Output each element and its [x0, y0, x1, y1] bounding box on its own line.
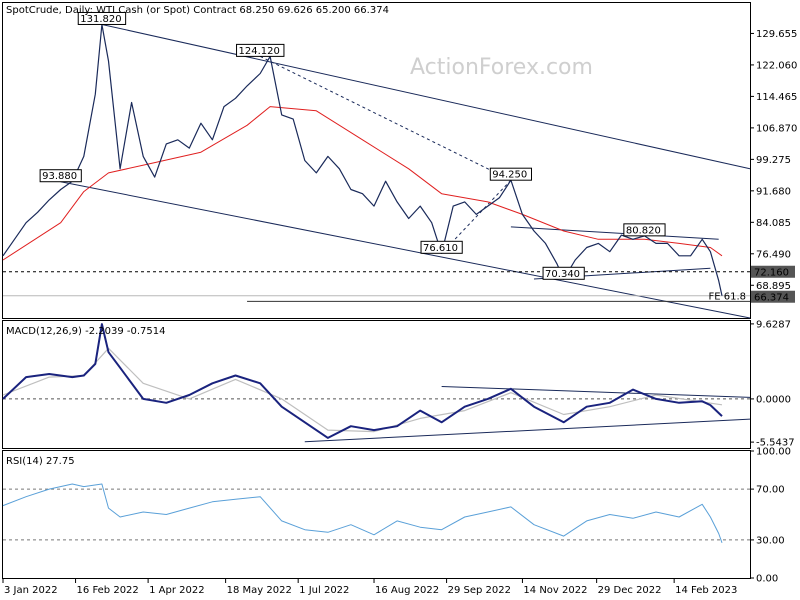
macd-y-tick-label: 0.0000 [756, 394, 791, 405]
x-tick-label: 16 Feb 2022 [77, 585, 139, 596]
price-annotation-label: 131.820 [80, 14, 121, 25]
price-trendline [101, 23, 751, 170]
rsi-panel-title: RSI(14) 27.75 [6, 456, 75, 467]
price-trendline [510, 226, 719, 240]
rsi-layer: 100.00 70.00 30.00 0.00 [2, 447, 791, 585]
price-panel [2, 2, 751, 319]
price-annotation-box [39, 169, 82, 183]
price-annotation-box [542, 266, 585, 280]
macd-trendline [304, 418, 751, 443]
price-y-tick-label: 122.060 [756, 60, 797, 71]
macd-line [2, 323, 723, 439]
price-y-tick-label: 106.870 [756, 123, 797, 134]
price-trendline [260, 55, 512, 181]
price-y-tick-label: 68.895 [756, 281, 791, 292]
x-tick-label: 14 Feb 2023 [675, 585, 737, 596]
price-y-tick-label: 84.085 [756, 218, 791, 229]
rsi-y-tick-label: 0.00 [756, 574, 778, 585]
x-tick-label: 14 Nov 2022 [523, 585, 587, 596]
price-trendline [441, 179, 512, 254]
moving-average-line [2, 106, 723, 261]
fe-level-label: FE 61.8 [708, 291, 746, 302]
price-annotation-box [236, 43, 285, 57]
price-y-tick-label: 76.490 [756, 249, 791, 260]
price-y-tick-label: 99.275 [756, 155, 791, 166]
x-tick-label: 1 Jul 2022 [299, 585, 349, 596]
price-badge [751, 265, 795, 278]
price-annotation-box [420, 240, 463, 254]
rsi-y-tick-label: 30.00 [756, 535, 785, 546]
price-badge-label: 66.374 [754, 293, 789, 304]
macd-layer: 9.6287 0.0000 -5.5437 [2, 319, 795, 449]
macd-panel [2, 320, 751, 449]
price-annotation-label: 94.250 [492, 170, 527, 181]
price-line [2, 23, 723, 296]
rsi-panel [2, 450, 751, 579]
rsi-y-tick-label: 100.00 [756, 447, 791, 458]
macd-y-tick-label: -5.5437 [756, 438, 795, 449]
macd-trendline [441, 385, 751, 398]
x-tick-label: 29 Sep 2022 [448, 585, 511, 596]
rsi-y-tick-label: 70.00 [756, 485, 785, 496]
x-tick-label: 16 Aug 2022 [375, 585, 439, 596]
price-y-tick-label: 114.465 [756, 92, 797, 103]
price-annotation-box [623, 223, 666, 237]
price-annotation-box [489, 167, 532, 181]
price-panel-title: SpotCrude, Daily: WTI Cash (or Spot) Con… [6, 5, 389, 16]
price-annotation-label: 70.340 [545, 269, 580, 280]
price-y-tick-label: 129.655 [756, 29, 797, 40]
rsi-line [2, 483, 723, 543]
price-y-tick-label: 91.680 [756, 186, 791, 197]
price-layer: 72.160 66.374 FE 61.8 131.820 124.120 93.880 9… [2, 11, 797, 319]
macd-y-tick-label: 9.6287 [756, 319, 791, 330]
price-annotation-label: 124.120 [239, 46, 280, 57]
x-tick-label: 1 Apr 2022 [149, 585, 204, 596]
price-annotation-label: 80.820 [626, 225, 661, 236]
price-annotation-box [77, 11, 127, 25]
x-tick-label: 3 Jan 2022 [4, 585, 58, 596]
watermark: ActionForex.com [410, 55, 593, 80]
price-annotation-label: 76.610 [423, 243, 458, 254]
axes-layer: 3 Jan 2022 16 Feb 2022 1 Apr 2022 18 May 20… [2, 579, 737, 596]
x-tick-label: 18 May 2022 [227, 585, 292, 596]
price-badge [751, 290, 795, 303]
price-badge-label: 72.160 [754, 268, 789, 279]
macd-signal-line [2, 347, 723, 433]
macd-panel-title: MACD(12,26,9) -2.2039 -0.7514 [6, 326, 166, 337]
price-annotation-label: 93.880 [42, 171, 77, 182]
x-tick-label: 29 Dec 2022 [598, 585, 662, 596]
